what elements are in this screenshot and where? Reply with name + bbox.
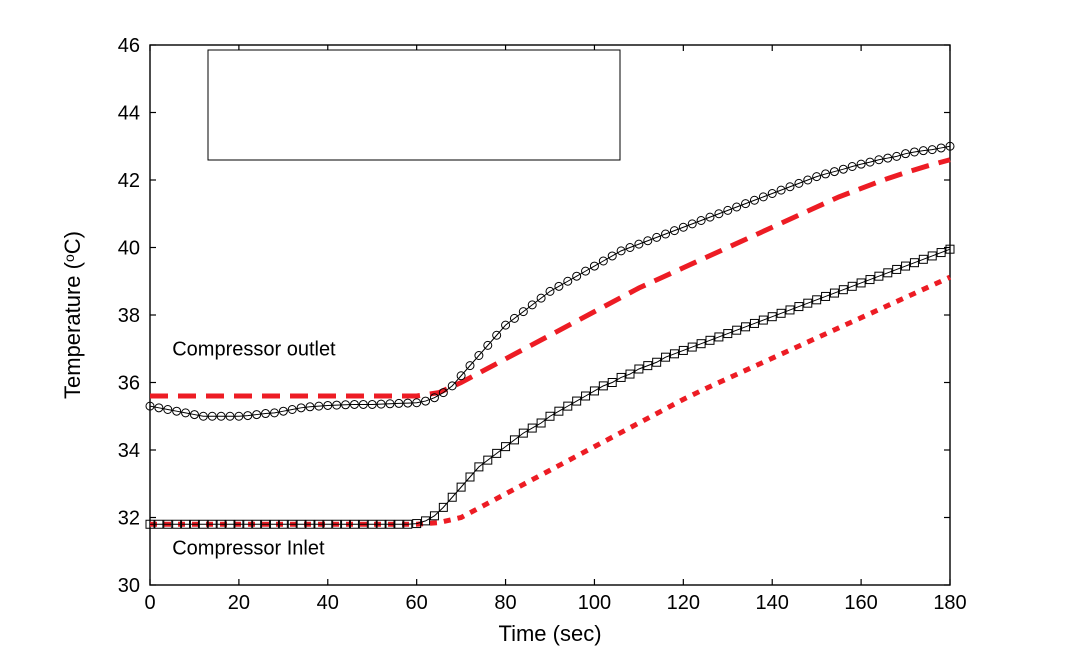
- chart-container: 0 20 40 60 80 100 120 140 160 180 30 32 34 36 38 40 42 44…: [0, 0, 1083, 667]
- x-tick-label: 40: [317, 592, 339, 614]
- y-tick-label: 36: [118, 373, 140, 395]
- x-tick-label: 180: [933, 592, 966, 614]
- y-tick-label: 42: [118, 170, 140, 192]
- x-tick-label: 140: [756, 592, 789, 614]
- y-tick-label: 40: [118, 238, 140, 260]
- annotation: Compressor Inlet: [172, 538, 325, 560]
- y-tick-label: 30: [118, 575, 140, 597]
- y-axis-label: Temperature (oC): [60, 231, 85, 399]
- x-axis-label: Time (sec): [498, 621, 601, 646]
- x-tick-label: 100: [578, 592, 611, 614]
- x-tick-label: 120: [667, 592, 700, 614]
- x-tick-label: 0: [144, 592, 155, 614]
- y-tick-label: 34: [118, 440, 140, 462]
- annotation: Compressor outlet: [172, 339, 336, 361]
- x-tick-label: 20: [228, 592, 250, 614]
- x-tick-label: 80: [494, 592, 516, 614]
- y-tick-label: 32: [118, 508, 140, 530]
- x-tick-label: 60: [406, 592, 428, 614]
- y-tick-label: 44: [118, 103, 140, 125]
- x-tick-label: 160: [844, 592, 877, 614]
- y-tick-label: 38: [118, 305, 140, 327]
- chart-svg: 0 20 40 60 80 100 120 140 160 180 30 32 34 36 38 40 42 44…: [0, 0, 1083, 667]
- y-tick-label: 46: [118, 35, 140, 57]
